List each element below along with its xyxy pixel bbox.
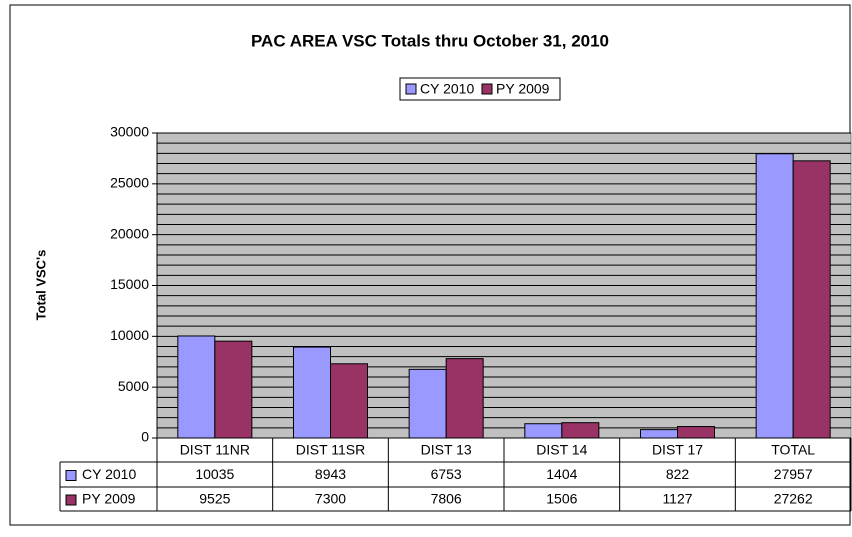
x-tick-label: DIST 11NR [180,442,250,458]
legend-label: CY 2010 [420,81,474,97]
bar [677,426,716,439]
y-tick-label: 25000 [110,175,149,191]
legend-key [405,83,417,95]
y-axis-label: Total VSC's [33,250,48,321]
table-cell: 1404 [546,466,577,482]
table-cell: 7300 [315,491,346,507]
table-series-name: PY 2009 [82,491,136,507]
y-tick-label: 15000 [110,276,149,292]
y-tick-label: 30000 [110,124,149,140]
legend-key [481,83,493,95]
x-tick-label: DIST 11SR [296,442,366,458]
bar [755,153,794,439]
x-tick-label: DIST 17 [652,442,703,458]
bar [524,423,563,439]
table-cell: 1127 [662,491,692,507]
table-cell: 8943 [315,466,346,482]
legend-label: PY 2009 [496,81,550,97]
table-cell: 27957 [774,466,813,482]
table-cell: 27262 [774,491,813,507]
bar [408,368,447,439]
x-tick-label: TOTAL [771,442,815,458]
bar [561,422,600,439]
x-tick-label: DIST 14 [536,442,587,458]
y-tick-label: 20000 [110,225,149,241]
bar [639,429,679,439]
table-cell: 822 [666,466,690,482]
y-tick-label: 5000 [118,378,149,394]
bar [292,346,331,439]
y-tick-label: 10000 [110,327,149,343]
legend-key [65,494,77,506]
chart-title: PAC AREA VSC Totals thru October 31, 201… [251,31,609,50]
table-series-name: CY 2010 [82,466,136,482]
legend [399,77,561,101]
table-cell: 10035 [195,466,234,482]
bar [330,363,369,439]
table-cell: 6753 [431,466,462,482]
bar [445,358,484,439]
table-cell: 7806 [431,491,462,507]
table-cell: 9525 [199,491,230,507]
y-tick-label: 0 [141,429,149,445]
bar [214,340,253,439]
bar [792,160,831,439]
table-cell: 1506 [546,491,577,507]
legend-key [65,470,77,481]
bar [177,335,216,439]
x-tick-label: DIST 13 [421,442,472,458]
